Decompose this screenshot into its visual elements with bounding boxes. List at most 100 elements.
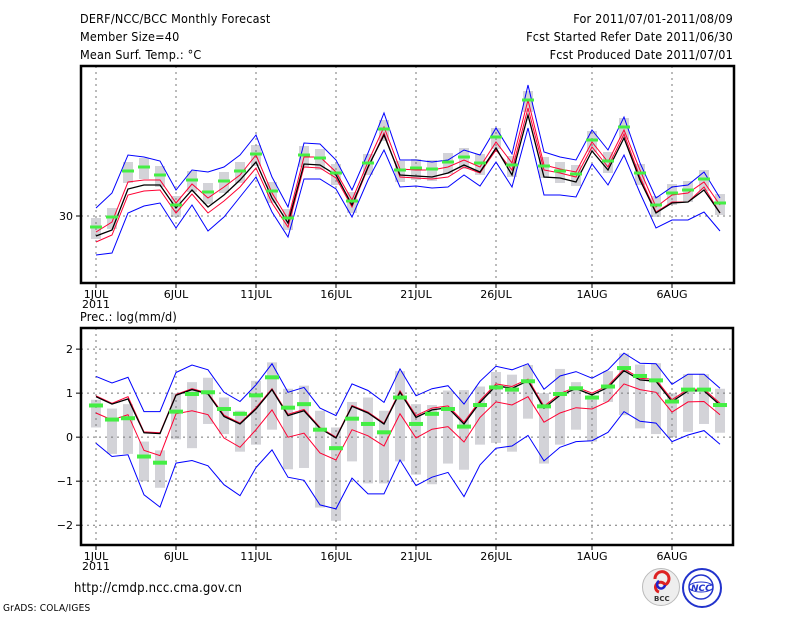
observed-mark <box>538 164 550 168</box>
observed-mark <box>409 421 423 426</box>
y-tick-label: −1 <box>57 475 73 488</box>
observed-mark <box>602 159 614 163</box>
x-tick-label: 6JUL <box>164 288 189 301</box>
observed-mark <box>682 188 694 192</box>
y-tick-label: 1 <box>66 387 73 400</box>
member-range-box <box>203 377 213 424</box>
series-upper-line <box>95 368 721 438</box>
observed-mark <box>586 138 598 142</box>
observed-mark <box>649 378 663 383</box>
x-tick-label: 1JUL <box>84 288 109 301</box>
member-range-box <box>699 374 709 424</box>
observed-mark <box>441 406 455 411</box>
variable-label: Mean Surf. Temp.: °C <box>80 47 202 62</box>
observed-mark <box>521 379 535 384</box>
x-tick-label: 21JUL <box>400 550 432 563</box>
x-tick-label: 1AUG <box>576 550 607 563</box>
observed-mark <box>378 127 390 131</box>
member-range-box <box>571 382 581 430</box>
observed-mark <box>250 152 262 156</box>
observed-mark <box>410 166 422 170</box>
member-range-box <box>331 427 341 521</box>
observed-mark <box>314 156 326 160</box>
observed-mark <box>169 409 183 414</box>
member-range-box <box>299 385 309 468</box>
x-tick-label: 1AUG <box>576 288 607 301</box>
observed-mark <box>298 153 310 157</box>
member-range-box <box>139 441 149 482</box>
observed-mark <box>313 427 327 432</box>
observed-mark <box>106 215 118 219</box>
member-range-box <box>267 362 277 430</box>
plot-frame <box>79 64 736 285</box>
observed-mark <box>281 405 295 410</box>
observed-mark <box>282 216 294 220</box>
observed-mark <box>202 190 214 194</box>
observed-mark <box>713 403 727 408</box>
observed-mark <box>393 395 407 400</box>
member-range-box <box>555 368 565 445</box>
observed-mark <box>185 392 199 397</box>
observed-mark <box>394 168 406 172</box>
observed-mark <box>618 125 630 129</box>
observed-mark <box>650 203 662 207</box>
member-range-box <box>395 371 405 462</box>
observed-mark <box>522 98 534 102</box>
y-tick-label: 2 <box>66 343 73 356</box>
precip-panel-title: Prec.: log(mm/d) <box>80 309 177 324</box>
observed-mark <box>458 155 470 159</box>
member-size: Member Size=40 <box>80 29 180 44</box>
observed-mark <box>490 135 502 139</box>
source-url[interactable]: http://cmdp.ncc.cma.gov.cn <box>74 581 243 596</box>
observed-mark <box>697 387 711 392</box>
observed-mark <box>218 179 230 183</box>
series-min-line <box>95 410 721 510</box>
x-year-label: 2011 <box>82 560 110 573</box>
y-tick-label: −2 <box>57 519 73 532</box>
series-mean-line <box>95 112 721 237</box>
x-tick-label: 26JUL <box>480 550 512 563</box>
observed-mark <box>634 171 646 175</box>
observed-mark <box>153 460 167 465</box>
member-range-box <box>107 408 117 454</box>
observed-mark <box>233 411 247 416</box>
y-tick-label: 0 <box>66 431 73 444</box>
series-max-line <box>95 84 721 209</box>
member-range-box <box>155 450 165 488</box>
fcst-produced-date: Fcst Produced Date 2011/07/01 <box>549 47 733 62</box>
x-year-label: 2011 <box>82 298 110 311</box>
observed-mark <box>266 189 278 193</box>
x-tick-label: 16JUL <box>320 550 352 563</box>
series-lower-line <box>95 107 721 243</box>
observed-mark <box>473 403 487 408</box>
observed-mark <box>105 417 119 422</box>
member-range-box <box>427 405 437 485</box>
member-range-box <box>507 374 517 452</box>
observed-mark <box>505 387 519 392</box>
observed-mark <box>506 163 518 167</box>
observed-mark <box>457 424 471 429</box>
observed-mark <box>138 165 150 169</box>
observed-mark <box>89 403 103 408</box>
observed-mark <box>362 161 374 165</box>
observed-mark <box>666 191 678 195</box>
observed-mark <box>90 225 102 229</box>
member-range-box <box>523 364 533 419</box>
ncc-logo: NCC <box>682 568 722 608</box>
observed-mark <box>554 169 566 173</box>
plot-frame <box>79 326 735 547</box>
member-range-box <box>235 410 245 452</box>
observed-mark <box>714 201 726 205</box>
observed-mark <box>442 160 454 164</box>
observed-mark <box>329 446 343 451</box>
series-min-line <box>95 127 721 256</box>
member-range-box <box>411 404 421 475</box>
bcc-logo: BCC <box>642 568 680 606</box>
observed-mark <box>633 373 647 378</box>
observed-mark <box>377 430 391 435</box>
precipitation-panel: 2 1 0 −1 −2 1JUL 6JUL 11JUL 16JUL 21JUL 26JUL 1AUG 6… <box>57 326 735 573</box>
y-tick-label: 30 <box>59 210 73 223</box>
member-range-box <box>187 382 197 449</box>
x-tick-label: 21JUL <box>400 288 432 301</box>
series-max-line <box>95 352 721 417</box>
